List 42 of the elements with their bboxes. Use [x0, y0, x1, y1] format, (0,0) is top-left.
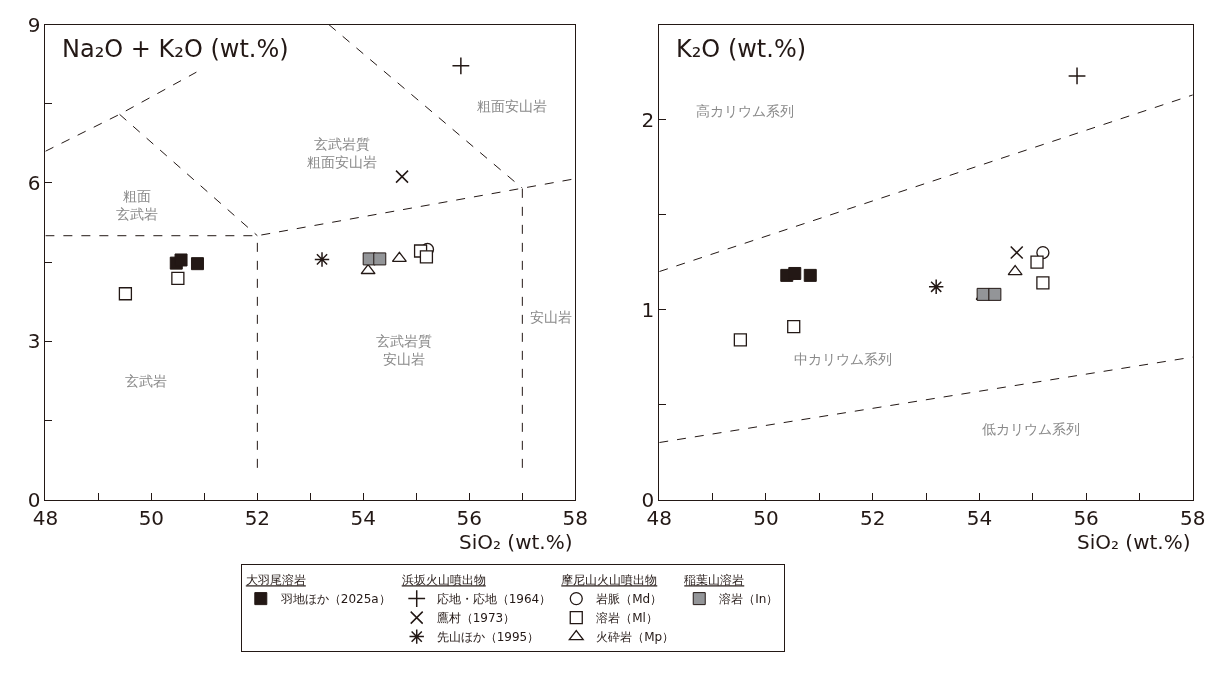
y-tick-label: 9: [27, 12, 41, 37]
x-tick-label: 58: [562, 505, 589, 530]
legend-label: 応地・応地（1964）: [436, 592, 552, 607]
annotation: 中カリウム系列: [794, 351, 892, 367]
annotation: 粗面安山岩: [477, 98, 547, 114]
legend-label: 鷹村（1973）: [436, 611, 516, 626]
text: 稲葉山溶岩: [684, 573, 745, 588]
annotation: 高カリウム系列: [696, 103, 794, 119]
legend-label: 溶岩（Ml）: [596, 611, 658, 626]
annotation: 玄武岩: [125, 373, 167, 389]
annotation: 低カリウム系列: [982, 421, 1080, 437]
legend-label: 岩脈（Md）: [596, 592, 663, 607]
x-tick-label: 52: [859, 505, 886, 530]
annotation: 玄武岩質粗面安山岩: [307, 136, 377, 171]
annotation: 粗面玄武岩: [116, 188, 158, 223]
x-tick-label: 52: [244, 505, 271, 530]
x-tick-label: 54: [966, 505, 993, 530]
x-tick-label: 58: [1180, 505, 1206, 530]
y-tick-label: 3: [27, 329, 41, 354]
x-tick-label: 50: [753, 505, 779, 530]
x-tick-label: 56: [456, 505, 483, 530]
text: 大羽尾溶岩: [245, 573, 306, 588]
y-tick-label: 0: [641, 487, 655, 512]
legend-label: 羽地ほか（2025a）: [279, 592, 391, 607]
y-tick-label: 0: [27, 487, 41, 512]
annotation: 玄武岩質安山岩: [376, 333, 432, 368]
x-axis-title: SiO₂ (wt.%): [1077, 530, 1191, 554]
x-tick-label: 54: [350, 505, 377, 530]
y-axis-title: K₂O (wt.%): [676, 35, 807, 63]
text: 浜坂火山噴出物: [401, 573, 486, 588]
annotation: 安山岩: [530, 309, 572, 325]
y-axis-title: Na₂O + K₂O (wt.%): [62, 35, 289, 63]
y-tick-label: 1: [641, 297, 655, 322]
x-axis-title: SiO₂ (wt.%): [459, 530, 573, 554]
y-tick-label: 6: [27, 170, 41, 195]
x-tick-label: 50: [138, 505, 165, 530]
x-tick-label: 56: [1073, 505, 1099, 530]
y-tick-label: 2: [641, 107, 655, 132]
legend-label: 火砕岩（Mp）: [596, 630, 675, 645]
legend-label: 溶岩（In）: [719, 592, 779, 607]
legend-label: 先山ほか（1995）: [436, 630, 540, 645]
text: 摩尼山火山噴出物: [561, 573, 658, 588]
